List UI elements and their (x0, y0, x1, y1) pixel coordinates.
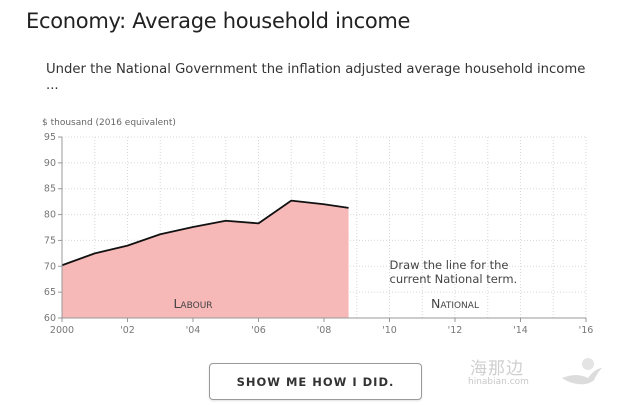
x-tick-label: '12 (448, 325, 463, 336)
chart-subtitle: Under the National Government the inflat… (46, 62, 586, 93)
x-tick-label: '08 (317, 325, 332, 336)
x-tick-label: '10 (382, 325, 397, 336)
y-tick-label: 90 (44, 158, 56, 169)
y-tick-label: 95 (44, 132, 56, 143)
y-tick-label: 75 (44, 235, 56, 246)
y-tick-label: 80 (44, 210, 56, 221)
x-tick-label: 2000 (50, 325, 74, 336)
x-tick-label: '16 (579, 325, 594, 336)
data-area (61, 199, 349, 318)
income-chart[interactable]: $ thousand (2016 equivalent) 60 65 70 75 80 8… (0, 0, 624, 350)
x-tick-label: '14 (513, 325, 528, 336)
y-tick-label: 85 (44, 184, 56, 195)
income-line (61, 199, 349, 267)
x-tick-label: '02 (120, 325, 135, 336)
axes: 60 65 70 75 80 85 90 95 2000 '02 '04 '06 '08 '10 '12 '1… (44, 132, 593, 336)
chart-labels: Labour National Draw the line for thecurre… (173, 258, 517, 311)
watermark-text: 海那边 (470, 359, 524, 379)
income-area (62, 200, 349, 318)
y-tick-label: 70 (44, 261, 56, 272)
draw-instruction-label: Draw the line for the (390, 258, 509, 272)
x-tick-label: '04 (186, 325, 201, 336)
region-label: Labour (173, 296, 212, 311)
x-tick-label: '06 (251, 325, 266, 336)
y-axis-unit-label: $ thousand (2016 equivalent) (42, 118, 176, 128)
draw-instruction-label: current National term. (390, 272, 518, 286)
y-tick-label: 60 (44, 313, 56, 324)
watermark-url: hinabian.com (468, 377, 529, 387)
region-label: National (431, 296, 479, 311)
bird-icon (562, 358, 602, 385)
show-me-how-i-did-button[interactable]: SHOW ME HOW I DID. (209, 363, 422, 400)
y-tick-label: 65 (44, 287, 56, 298)
page-title: Economy: Average household income (26, 9, 411, 33)
watermark-logo: 海那边 hinabian.com (466, 352, 606, 392)
